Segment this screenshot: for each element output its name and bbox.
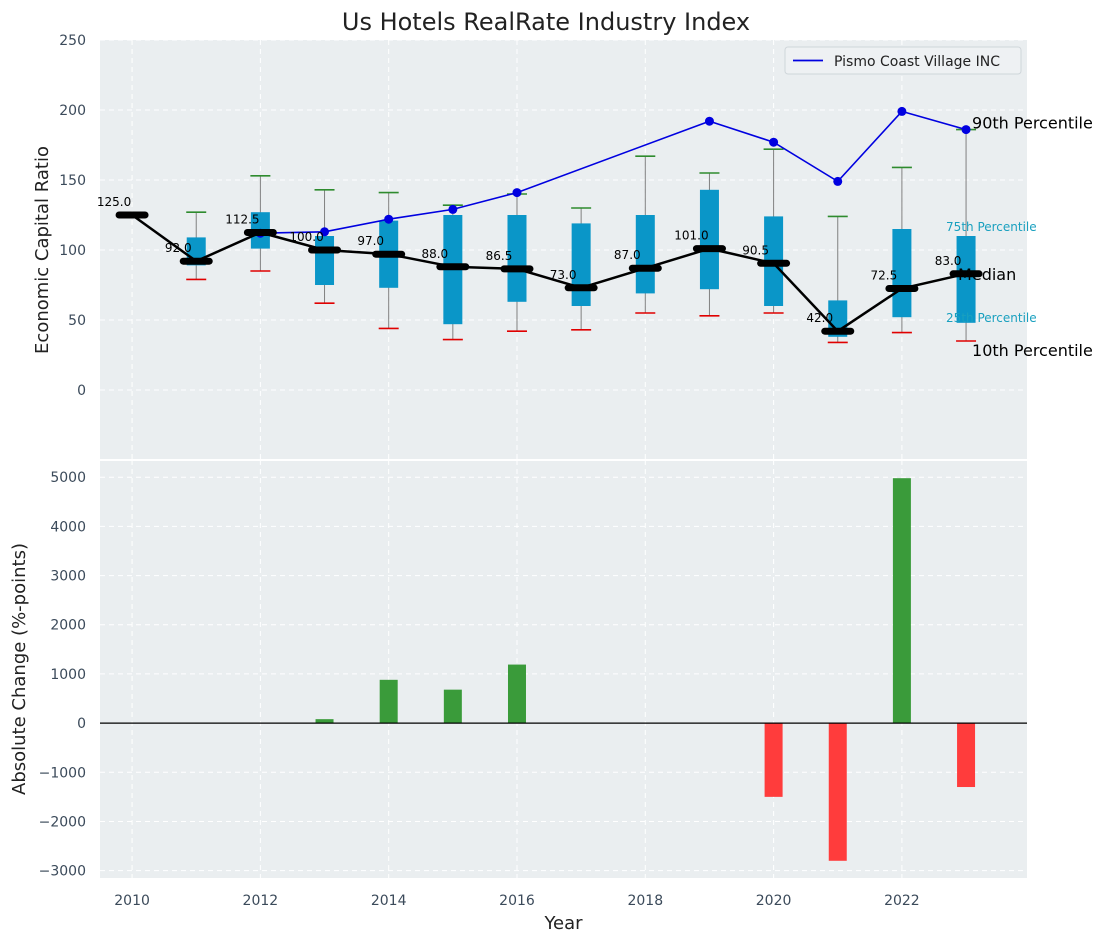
change-bar <box>764 723 783 797</box>
bottom-y-tick-label: −1000 <box>39 765 86 781</box>
bottom-y-axis-label: Absolute Change (%-points) <box>9 543 30 795</box>
median-value-label: 88.0 <box>421 247 448 261</box>
x-tick-label: 2012 <box>243 893 279 909</box>
median-value-label: 112.5 <box>225 213 259 227</box>
company-point <box>320 227 330 237</box>
iqr-box <box>571 223 591 306</box>
iqr-box <box>635 215 655 294</box>
company-point <box>897 106 907 116</box>
change-bar <box>507 664 526 724</box>
bottom-y-tick-label: 0 <box>77 716 86 732</box>
iqr-box <box>892 229 912 318</box>
median-value-label: 100.0 <box>289 230 323 244</box>
company-point <box>704 116 714 126</box>
median-value-label: 101.0 <box>674 229 708 243</box>
iqr-box <box>956 236 976 323</box>
company-point <box>769 137 779 147</box>
change-bar <box>957 723 976 788</box>
median-value-label: 97.0 <box>357 234 384 248</box>
company-point <box>448 204 458 214</box>
annotation-p25: 25th Percentile <box>946 311 1037 325</box>
top-y-tick-label: 150 <box>59 173 86 189</box>
company-line <box>260 110 967 234</box>
company-point <box>961 125 971 135</box>
median-value-label: 87.0 <box>614 248 641 262</box>
median-value-label: 72.5 <box>871 269 898 283</box>
bottom-panel-background <box>100 460 1027 878</box>
top-y-tick-label: 100 <box>59 243 86 259</box>
annotation-median: Median <box>958 265 1016 284</box>
change-bar <box>828 723 847 861</box>
change-bar <box>315 719 334 724</box>
median-value-label: 73.0 <box>550 268 577 282</box>
bottom-y-tick-label: 4000 <box>50 519 86 535</box>
annotation-p90: 90th Percentile <box>972 114 1093 133</box>
top-y-axis-label: Economic Capital Ratio <box>32 146 53 354</box>
x-tick-label: 2010 <box>114 893 150 909</box>
change-bar <box>892 478 911 724</box>
iqr-box <box>699 189 719 290</box>
top-y-tick-label: 50 <box>68 313 86 329</box>
x-axis-label: Year <box>543 913 583 934</box>
x-tick-label: 2016 <box>499 893 535 909</box>
chart-title: Us Hotels RealRate Industry Index <box>342 8 750 36</box>
bottom-y-tick-label: 5000 <box>50 470 86 486</box>
median-value-label: 125.0 <box>97 195 131 209</box>
iqr-box <box>507 215 527 302</box>
bottom-y-tick-label: −3000 <box>39 864 86 880</box>
median-value-label: 86.5 <box>486 249 513 263</box>
median-value-label: 83.0 <box>935 254 962 268</box>
bottom-y-tick-label: 2000 <box>50 618 86 634</box>
bottom-y-tick-label: 1000 <box>50 667 86 683</box>
x-tick-label: 2022 <box>884 893 920 909</box>
top-y-tick-label: 250 <box>59 33 86 49</box>
annotation-p10: 10th Percentile <box>972 341 1093 360</box>
x-tick-label: 2014 <box>371 893 407 909</box>
change-bar <box>443 689 462 724</box>
median-value-label: 90.5 <box>742 243 769 257</box>
bottom-y-tick-label: −2000 <box>39 814 86 830</box>
median-value-label: 92.0 <box>165 241 192 255</box>
legend-label: Pismo Coast Village INC <box>834 54 1000 70</box>
top-y-tick-label: 200 <box>59 103 86 119</box>
bottom-y-tick-label: 3000 <box>50 569 86 585</box>
median-value-label: 42.0 <box>806 311 833 325</box>
company-point <box>384 214 394 224</box>
change-bar <box>379 679 398 724</box>
legend: Pismo Coast Village INC <box>784 46 1022 75</box>
annotation-p75: 75th Percentile <box>946 220 1037 234</box>
company-point <box>512 188 522 198</box>
x-tick-label: 2018 <box>627 893 663 909</box>
top-y-tick-label: 0 <box>77 383 86 399</box>
x-tick-label: 2020 <box>756 893 792 909</box>
company-point <box>833 176 843 186</box>
legend-box <box>784 46 1022 75</box>
